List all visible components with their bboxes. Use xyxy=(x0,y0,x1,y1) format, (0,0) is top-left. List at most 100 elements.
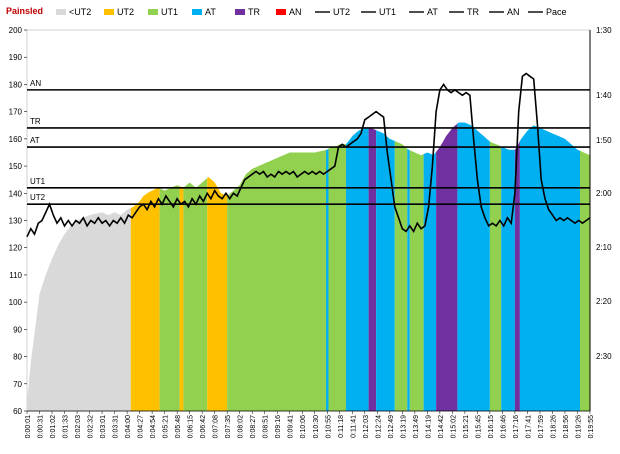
legend-label-4: TR xyxy=(248,7,260,17)
x-tick-label-22: 0:10:06 xyxy=(300,415,307,438)
y-tick-label-13: 70 xyxy=(13,380,22,389)
x-tick-label-3: 0:01:33 xyxy=(63,415,70,438)
y-tick-label-4: 160 xyxy=(9,135,23,144)
legend-swatch-4 xyxy=(235,9,245,15)
x-tick-label-24: 0:10:55 xyxy=(325,415,332,438)
x-tick-label-41: 0:17:59 xyxy=(538,415,545,438)
legend-label-5: AN xyxy=(289,7,302,17)
x-tick-label-16: 0:07:35 xyxy=(225,415,232,438)
x-tick-label-27: 0:12:03 xyxy=(363,415,370,438)
x-tick-label-1: 0:00:31 xyxy=(38,415,45,438)
zone-fill-ut1-18 xyxy=(489,141,502,411)
y-tick-label-9: 110 xyxy=(9,271,22,280)
legend-label-8: AT xyxy=(427,7,438,17)
y2-tick-label-2: 1:50 xyxy=(596,136,612,145)
zone-fill-at-17 xyxy=(457,122,490,411)
zone-fill-tr-20 xyxy=(514,141,520,411)
zone-fill-ut2-1 xyxy=(130,187,160,411)
y2-tick-label-6: 2:30 xyxy=(596,352,612,361)
x-tick-label-10: 0:04:54 xyxy=(150,415,157,438)
x-tick-label-8: 0:04:00 xyxy=(125,415,132,438)
y-tick-label-12: 80 xyxy=(13,353,22,362)
x-tick-label-40: 0:17:41 xyxy=(525,415,532,438)
zone-fill-at-9 xyxy=(346,128,369,411)
x-tick-label-6: 0:03:01 xyxy=(100,415,107,438)
y-tick-label-10: 100 xyxy=(9,298,23,307)
legend-label-10: AN xyxy=(507,7,520,17)
x-tick-label-44: 0:19:26 xyxy=(575,415,582,438)
zone-fill-at-21 xyxy=(519,125,580,411)
x-tick-label-0: 0:00:01 xyxy=(25,415,32,438)
legend-label-9: TR xyxy=(467,7,479,17)
x-tick-label-26: 0:11:41 xyxy=(350,415,357,438)
y-tick-label-6: 140 xyxy=(9,189,23,198)
x-tick-label-33: 0:14:42 xyxy=(438,415,445,438)
zone-fill-ut2-5 xyxy=(207,177,228,411)
y2-tick-label-5: 2:20 xyxy=(596,297,612,306)
x-tick-label-15: 0:07:08 xyxy=(213,415,220,438)
x-tick-label-39: 0:17:16 xyxy=(513,415,520,438)
zone-fill-at-19 xyxy=(501,146,515,411)
legend-label-7: UT1 xyxy=(379,7,396,17)
legend-label-1: UT2 xyxy=(117,7,134,17)
y2-tick-label-0: 1:30 xyxy=(596,26,612,35)
y2-tick-label-1: 1:40 xyxy=(596,91,612,100)
zone-fill-ut1-22 xyxy=(580,150,590,412)
x-tick-label-31: 0:13:49 xyxy=(413,415,420,438)
x-tick-label-30: 0:13:19 xyxy=(400,415,407,438)
y-tick-label-3: 170 xyxy=(9,108,23,117)
zone-fill-ut1-4 xyxy=(183,178,208,411)
x-tick-label-37: 0:16:15 xyxy=(488,415,495,438)
zone-fill-ut1-12 xyxy=(394,141,408,411)
zone-fill-tr-10 xyxy=(368,128,377,411)
x-tick-label-7: 0:03:31 xyxy=(113,415,120,438)
brand-label: Painsled xyxy=(6,6,43,16)
x-tick-label-34: 0:15:02 xyxy=(450,415,457,438)
x-tick-label-9: 0:04:27 xyxy=(138,415,145,438)
legend: Painsled <UT2 UT2 UT1 AT TR AN UT2 UT1 AT TR AN Pac… xyxy=(6,6,567,17)
zone-fill-tr-16 xyxy=(436,123,458,411)
pace-line xyxy=(26,72,591,238)
x-tick-label-19: 0:08:51 xyxy=(263,415,270,438)
zone-label-TR: TR xyxy=(30,117,41,126)
y-tick-label-1: 190 xyxy=(9,53,23,62)
legend-label-2: UT1 xyxy=(161,7,178,17)
x-tick-label-21: 0:09:41 xyxy=(288,415,295,438)
y2-tick-label-3: 2:00 xyxy=(596,189,612,198)
x-tick-label-2: 0:01:02 xyxy=(50,415,57,438)
legend-swatch-0 xyxy=(56,9,66,15)
x-tick-label-28: 0:12:24 xyxy=(375,415,382,438)
legend-label-0: <UT2 xyxy=(69,7,91,17)
y-tick-label-7: 130 xyxy=(9,217,23,226)
x-tick-label-42: 0:18:26 xyxy=(550,415,557,438)
y-tick-label-2: 180 xyxy=(9,80,23,89)
x-tick-label-5: 0:02:32 xyxy=(88,415,95,438)
zone-label-AT: AT xyxy=(30,136,40,145)
legend-label-6: UT2 xyxy=(333,7,350,17)
y-tick-label-0: 200 xyxy=(9,26,23,35)
x-tick-label-38: 0:16:46 xyxy=(500,415,507,438)
zone-fill-ut1-14 xyxy=(409,150,424,412)
x-tick-label-11: 0:05:21 xyxy=(163,415,170,438)
zone-fill-at-7 xyxy=(326,148,329,412)
legend-swatch-3 xyxy=(192,9,202,15)
x-tick-label-29: 0:12:49 xyxy=(388,415,395,438)
legend-swatch-5 xyxy=(276,9,286,15)
x-tick-label-4: 0:02:03 xyxy=(75,415,82,438)
zone-label-UT2: UT2 xyxy=(30,193,46,202)
x-tick-label-18: 0:08:27 xyxy=(250,415,257,438)
x-tick-label-25: 0:11:18 xyxy=(338,415,345,438)
zone-label-UT1: UT1 xyxy=(30,177,46,186)
zone-fill-ut2-3 xyxy=(179,186,184,411)
x-tick-label-14: 0:06:42 xyxy=(200,415,207,438)
zone-fill-ut1-8 xyxy=(328,144,346,412)
zone-fill-at-11 xyxy=(376,130,395,411)
y-tick-label-8: 120 xyxy=(9,244,23,253)
legend-swatch-2 xyxy=(148,9,158,15)
zone-fill-ut1-6 xyxy=(227,150,326,411)
zone-fill-at-13 xyxy=(407,148,410,411)
x-tick-label-45: 0:19:55 xyxy=(588,415,595,438)
y-tick-label-14: 60 xyxy=(13,407,22,416)
